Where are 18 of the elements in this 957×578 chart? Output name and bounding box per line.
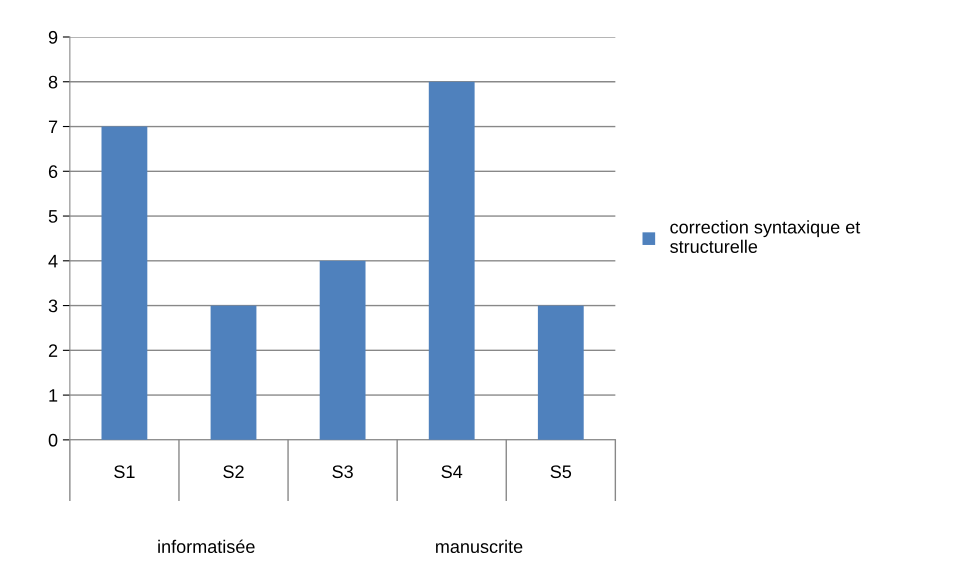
- x-tick-label: S5: [550, 465, 572, 478]
- x-tick-label: S1: [114, 465, 135, 478]
- y-tick-label: 0: [48, 434, 58, 447]
- x-tick-label: S3: [332, 465, 353, 478]
- legend-label: correction syntaxique et structurelle: [670, 220, 860, 253]
- y-tick-label: 3: [48, 300, 58, 312]
- y-tick-label: 2: [48, 344, 58, 357]
- text: informatisée: [158, 540, 255, 554]
- y-tick-label: 5: [48, 210, 58, 223]
- x-tick-label: S4: [441, 465, 462, 478]
- y-tick-label: 1: [49, 389, 58, 402]
- y-tick-label: 4: [48, 254, 58, 268]
- text: manuscrite: [436, 540, 522, 554]
- y-tick-label: 7: [48, 120, 58, 134]
- y-tick-label: 6: [48, 165, 58, 178]
- y-tick-label: 8: [48, 76, 58, 88]
- y-tick-label: 9: [48, 30, 58, 44]
- x-tick-label: S2: [223, 465, 244, 478]
